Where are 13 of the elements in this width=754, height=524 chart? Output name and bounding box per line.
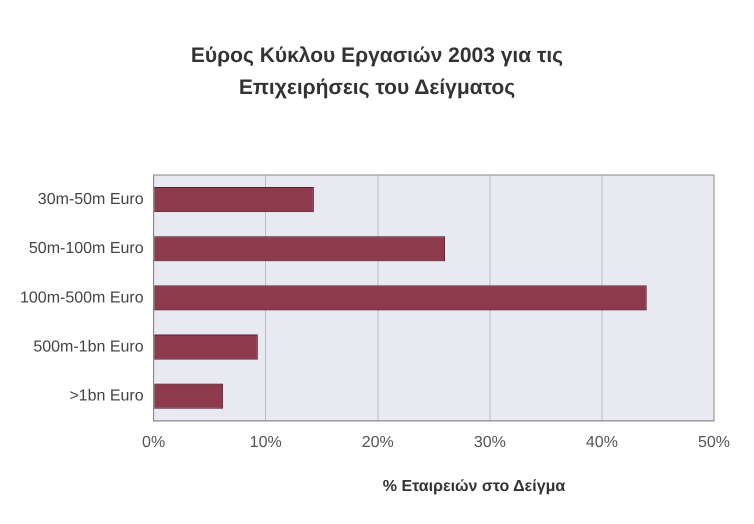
x-tick-label: 30% bbox=[474, 434, 506, 451]
y-tick-label: >1bn Euro bbox=[69, 388, 144, 405]
x-tick-label: 40% bbox=[586, 434, 618, 451]
x-tick-label: 20% bbox=[362, 434, 394, 451]
x-tick-label: 50% bbox=[698, 434, 730, 451]
x-tick-label: 0% bbox=[142, 434, 166, 451]
y-tick-label: 100m-500m Euro bbox=[20, 289, 144, 306]
x-axis-title: % Εταιρειών στο Δείγμα bbox=[382, 478, 566, 496]
chart-title: Εύρος Κύκλου Εργασιών 2003 για τις Επιχειρήσεις του Δείγματος bbox=[190, 43, 564, 101]
y-tick-label: 500m-1bn Euro bbox=[33, 338, 144, 356]
y-tick-label: 30m-50m Euro bbox=[38, 190, 144, 208]
y-tick-label: 50m-100m Euro bbox=[28, 240, 144, 258]
x-tick-label: 10% bbox=[250, 434, 282, 451]
